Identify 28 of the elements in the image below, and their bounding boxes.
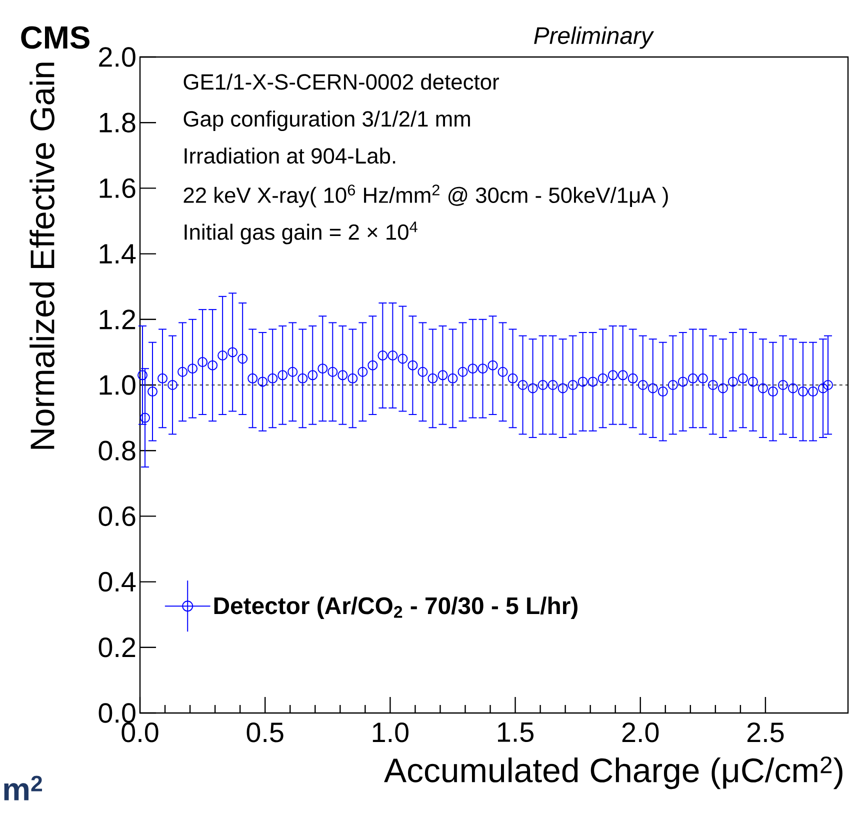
x-axis-title: Accumulated Charge (μC/cm$^{2}$) xyxy=(384,756,842,790)
x-tick-label: 0.5 xyxy=(246,722,284,742)
y-tick-label: 1.2 xyxy=(100,310,136,330)
x-tick-label: 1.0 xyxy=(372,722,408,742)
y-tick-label: 0.4 xyxy=(98,572,136,592)
y-axis-title: Normalized Effective Gain xyxy=(30,62,54,449)
x-tick-label: 1.5 xyxy=(498,722,534,742)
y-tick-label: 0.0 xyxy=(98,703,136,723)
y-tick-label: 1.0 xyxy=(100,375,136,395)
y-tick-label: 1.4 xyxy=(100,244,136,264)
y-tick-label: 1.6 xyxy=(100,178,136,198)
annotation: Gap configuration 3/1/2/1 mm xyxy=(184,110,470,132)
annotation: Initial gas gain = 2 × 10$^{4}$ xyxy=(184,222,418,244)
chart-title: CMS xyxy=(21,26,90,49)
annotation: Irradiation at 904-Lab. xyxy=(184,148,396,164)
x-tick-label: 2.5 xyxy=(747,722,784,742)
x-tick-label: 0.0 xyxy=(122,722,158,742)
legend-label: Detector (Ar/CO$_{2}$ - 70/30 - 5 L/hr) xyxy=(214,596,578,619)
y-tick-label: 0.6 xyxy=(98,506,136,526)
text: m$^{2}$ xyxy=(4,776,42,800)
annotation: GE1/1-X-S-CERN-0002 detector xyxy=(184,74,499,90)
y-tick-label: 0.2 xyxy=(98,638,136,658)
chart-subtitle: Preliminary xyxy=(534,26,654,49)
y-tick-label: 1.8 xyxy=(100,112,136,132)
y-tick-label: 2.0 xyxy=(99,47,136,67)
y-tick-label: 0.8 xyxy=(98,440,136,460)
annotation: 22 keV X-ray( 10$^{6}$ Hz/mm$^{2}$ @ 30cm - 50keV/1μA ) xyxy=(184,184,668,208)
x-tick-label: 2.0 xyxy=(622,722,659,742)
